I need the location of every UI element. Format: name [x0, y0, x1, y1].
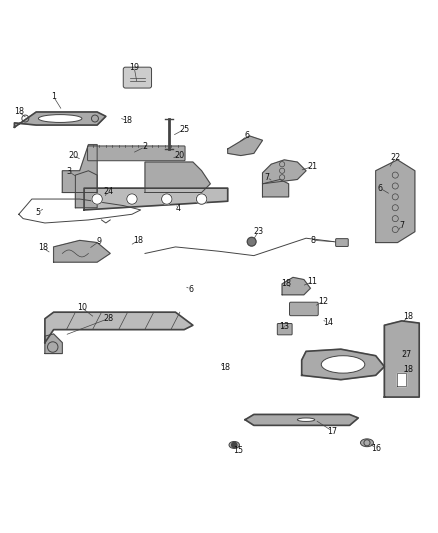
- Polygon shape: [145, 162, 210, 192]
- Text: 8: 8: [310, 236, 315, 245]
- Text: 18: 18: [123, 116, 133, 125]
- Text: 22: 22: [390, 153, 400, 162]
- Text: 20: 20: [175, 151, 185, 160]
- Text: 28: 28: [103, 314, 113, 323]
- Circle shape: [162, 194, 172, 204]
- Text: 2: 2: [142, 142, 148, 151]
- Text: 1: 1: [51, 92, 56, 101]
- Text: 6: 6: [245, 132, 250, 140]
- Text: 10: 10: [77, 303, 87, 312]
- Circle shape: [196, 194, 207, 204]
- FancyBboxPatch shape: [336, 239, 348, 246]
- Text: 15: 15: [233, 446, 244, 455]
- Polygon shape: [53, 240, 110, 262]
- Text: 18: 18: [403, 365, 413, 374]
- Circle shape: [247, 237, 256, 246]
- Ellipse shape: [321, 356, 365, 373]
- Text: 18: 18: [403, 312, 413, 321]
- Text: 3: 3: [66, 167, 71, 176]
- Text: 7: 7: [264, 173, 269, 182]
- Polygon shape: [376, 160, 415, 243]
- Text: 18: 18: [14, 108, 24, 117]
- Text: 14: 14: [323, 318, 333, 327]
- Text: 6: 6: [188, 285, 193, 294]
- Polygon shape: [262, 180, 289, 197]
- Polygon shape: [45, 334, 62, 353]
- Ellipse shape: [229, 441, 240, 448]
- Polygon shape: [302, 349, 385, 379]
- Text: 6: 6: [378, 184, 382, 192]
- Text: 4: 4: [175, 204, 180, 213]
- Polygon shape: [14, 112, 106, 127]
- Polygon shape: [385, 321, 419, 397]
- Polygon shape: [84, 188, 228, 210]
- Ellipse shape: [360, 439, 374, 447]
- FancyBboxPatch shape: [88, 146, 185, 161]
- Text: 18: 18: [38, 243, 48, 252]
- Polygon shape: [262, 160, 306, 184]
- Circle shape: [232, 442, 237, 448]
- Ellipse shape: [297, 418, 315, 422]
- Text: 21: 21: [307, 162, 318, 171]
- Circle shape: [92, 194, 102, 204]
- Polygon shape: [75, 171, 97, 208]
- Text: 19: 19: [129, 63, 139, 71]
- Polygon shape: [245, 415, 358, 425]
- Ellipse shape: [39, 115, 82, 123]
- Polygon shape: [228, 136, 262, 156]
- Text: 9: 9: [97, 237, 102, 246]
- Text: 18: 18: [282, 279, 291, 288]
- Text: 13: 13: [279, 321, 289, 330]
- Text: 11: 11: [307, 277, 318, 286]
- Polygon shape: [282, 277, 311, 295]
- Text: 5: 5: [36, 207, 41, 216]
- Polygon shape: [62, 144, 97, 192]
- Text: 20: 20: [68, 151, 78, 160]
- FancyBboxPatch shape: [277, 324, 292, 335]
- Circle shape: [127, 194, 137, 204]
- Polygon shape: [45, 312, 193, 343]
- Text: 24: 24: [103, 187, 113, 196]
- Text: 17: 17: [327, 426, 337, 435]
- Text: 25: 25: [179, 125, 189, 134]
- Text: 27: 27: [401, 350, 411, 359]
- FancyBboxPatch shape: [123, 67, 152, 88]
- Text: 7: 7: [399, 221, 404, 230]
- Text: 12: 12: [318, 297, 328, 306]
- Text: 18: 18: [134, 236, 144, 245]
- Text: 16: 16: [371, 444, 381, 453]
- Text: 18: 18: [220, 363, 230, 372]
- Text: 23: 23: [253, 227, 263, 236]
- FancyBboxPatch shape: [290, 302, 318, 316]
- Polygon shape: [397, 373, 406, 386]
